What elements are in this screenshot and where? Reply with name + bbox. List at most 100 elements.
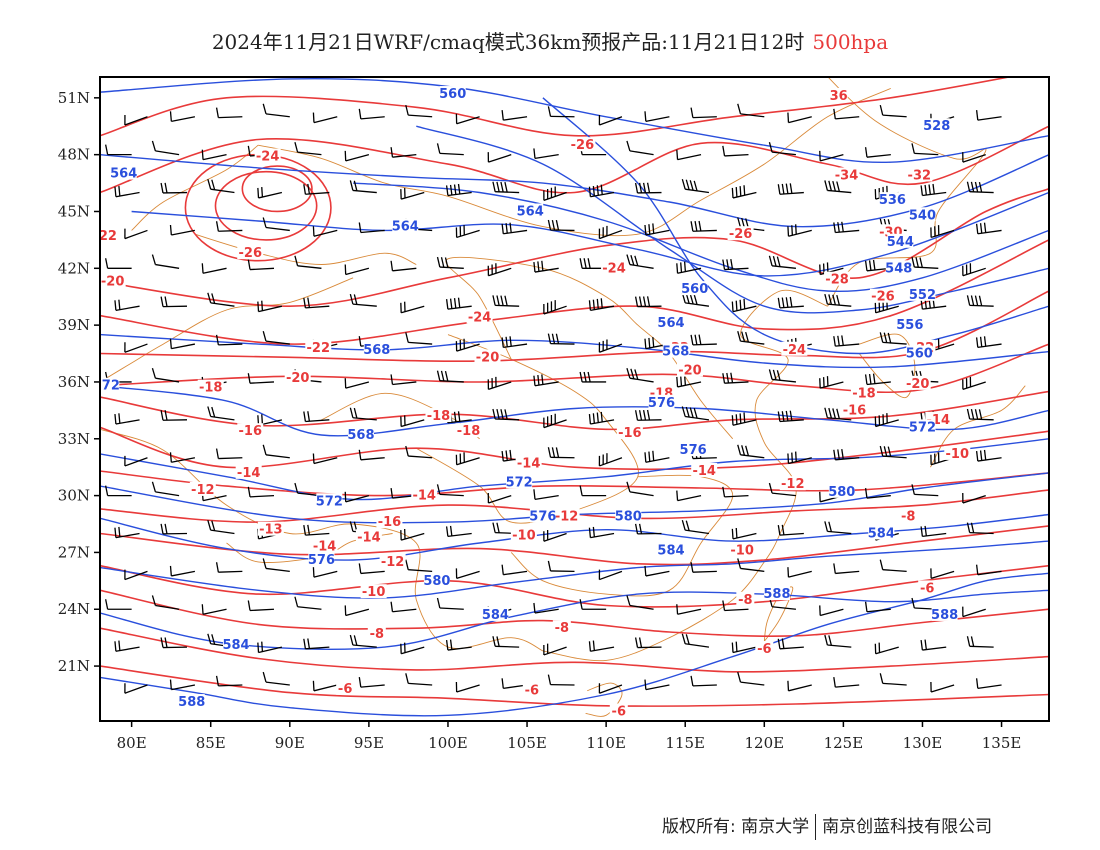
wind-barb-flag [866,147,867,157]
wind-barb [218,685,242,686]
wind-barb-flag [589,641,590,651]
wind-barb-flag [977,565,978,575]
wind-barb-flag [505,182,507,192]
wind-barb-flag [170,566,171,576]
wind-barb [788,571,811,577]
wind-barb [678,609,701,614]
wind-barb-flag [304,184,306,194]
wind-barb-flag [792,225,793,235]
wind-barb-flag [502,337,503,347]
wind-barb-flag [640,637,642,647]
wind-barb-flag [295,597,298,607]
wind-barb [883,683,907,685]
wind-barb [218,344,242,345]
temperature-label: -6 [338,682,352,697]
wind-barb [392,268,416,271]
wind-barb-flag [263,558,266,568]
wind-barb [788,685,811,691]
wind-barb [740,682,764,685]
wind-barb-flag [506,451,507,461]
wind-barb-flag [359,109,360,119]
wind-barb [867,155,891,158]
wind-barb-flag [866,261,867,271]
wind-barb-flag [501,296,503,306]
wind-barb [646,685,670,690]
height-label: 560 [906,347,933,362]
wind-barb-flag [589,414,590,424]
wind-barb [218,458,242,459]
temperature-label: -20 [476,350,500,365]
wind-barb [440,494,464,495]
wind-barb-flag [542,374,543,384]
wind-barb [346,382,369,388]
wind-barb [346,609,369,615]
wind-barb-flag [263,217,266,227]
wind-barb-flag [921,640,922,650]
wind-barb-flag [459,411,460,421]
wind-barb [125,344,148,352]
wind-barb-flag [788,681,789,691]
temperature-label: 36 [830,89,848,104]
wind-barb [725,155,749,156]
wind-barb [266,227,290,230]
wind-barb-flag [967,295,969,305]
wind-barb-flag [691,221,693,231]
wind-barb-flag [971,636,973,646]
temperature-label: -26 [871,290,895,305]
wind-barb [914,153,938,154]
temperature-label: -24 [468,311,492,326]
height-label: 572 [909,420,936,435]
height-label: 580 [423,574,450,589]
lat-label: 51N [58,89,90,107]
wind-barb [346,155,369,161]
wind-barb-flag [308,639,310,649]
wind-barb-flag [640,410,642,420]
wind-barb-flag [152,482,155,492]
wind-barb-flag [115,414,116,424]
temperature-label: -13 [259,523,283,538]
wind-barb-flag [925,185,926,195]
wind-barb-flag [773,256,776,266]
temperature-label: -22 [307,341,331,356]
wind-barb-flag [447,185,448,195]
wind-barb-flag [645,680,646,690]
wind-barb-flag [534,148,535,158]
wind-barb-flag [649,452,650,462]
wind-barb-flag [451,299,452,309]
wind-barb-flag [834,563,835,573]
lon-label: 135E [982,734,1022,752]
wind-barb [155,265,179,269]
lat-label: 27N [58,543,90,561]
wind-barb-flag [262,301,263,311]
wind-barb [266,568,290,571]
wind-barb-flag [649,338,650,348]
wind-barb-flag [723,373,725,383]
temperature-label: -10 [362,585,386,600]
wind-barb [155,151,179,155]
height-label: 528 [923,119,950,134]
height-label: 548 [885,261,912,276]
wind-barb-flag [552,334,554,344]
wind-barb-flag [391,488,392,498]
wind-barb [835,685,859,687]
wind-barb-flag [985,450,986,460]
wind-barb-flag [884,446,886,456]
temperature-label: -18 [457,424,481,439]
wind-barb-flag [119,186,120,196]
wind-barb-flag [981,223,982,233]
lat-label: 39N [58,316,90,334]
lon-label: 90E [275,734,305,752]
wind-barb-flag [686,521,689,531]
wind-barb-flag [880,446,882,456]
lon-label: 95E [354,734,384,752]
wind-barb-flag [438,143,440,153]
wind-barb-flag [636,183,638,193]
temperature-label: -8 [738,593,752,608]
lat-label: 36N [58,373,90,391]
wind-barb [298,607,322,610]
wind-barb-flag [742,445,745,455]
wind-barb-flag [782,184,784,194]
wind-barb [725,609,749,610]
wind-barb-flag [738,331,741,341]
wind-barb [125,117,148,125]
